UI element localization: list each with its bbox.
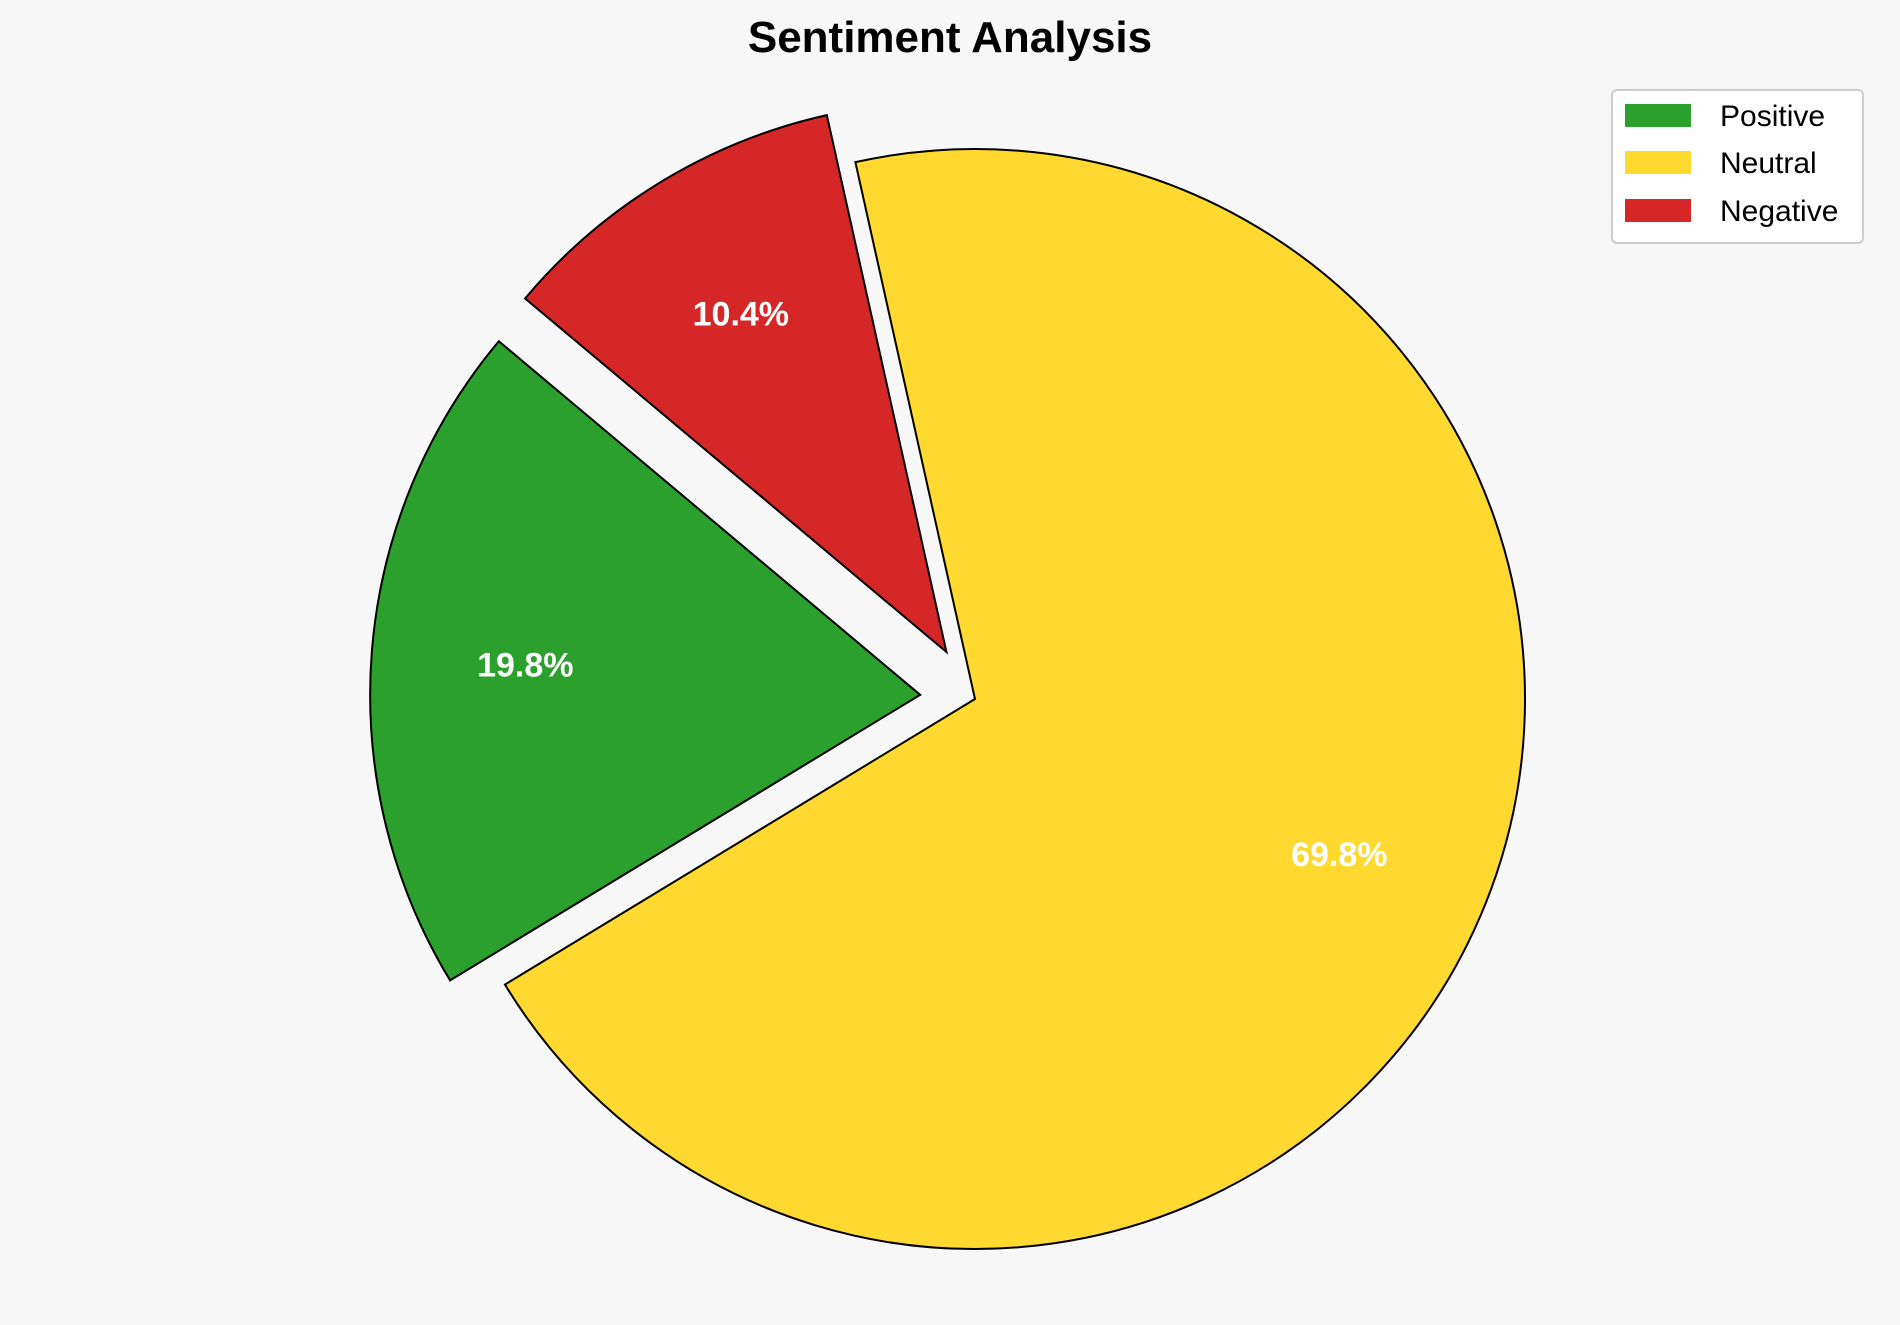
legend: Positive Neutral Negative xyxy=(1611,89,1864,244)
wedge-positive xyxy=(369,339,922,982)
legend-swatch-positive xyxy=(1625,104,1691,127)
wedge-negative xyxy=(523,113,949,655)
pct-label-neutral: 69.8% xyxy=(1291,836,1387,874)
legend-label-neutral: Neutral xyxy=(1720,147,1817,180)
pie-labels: 19.8% 69.8% 10.4% xyxy=(477,296,1387,875)
legend-swatch-negative xyxy=(1625,199,1691,222)
legend-label-positive: Positive xyxy=(1720,100,1825,133)
legend-label-negative: Negative xyxy=(1720,195,1838,228)
legend-swatch-neutral xyxy=(1625,151,1691,174)
wedge-neutral xyxy=(503,148,1526,1250)
pie-wedges xyxy=(369,113,1526,1250)
pct-label-positive: 19.8% xyxy=(477,647,573,685)
chart-title: Sentiment Analysis xyxy=(748,13,1152,62)
pct-label-negative: 10.4% xyxy=(693,296,789,334)
